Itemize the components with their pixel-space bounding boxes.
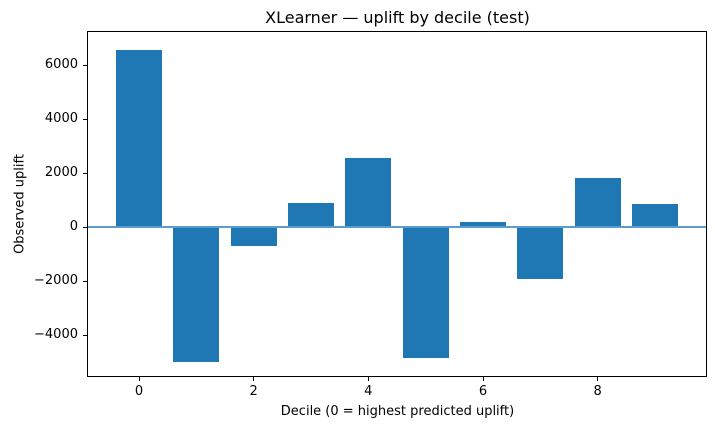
- x-tick-mark-2: [253, 377, 255, 381]
- y-tick-label--4000: −4000: [34, 326, 78, 342]
- y-tick-mark-2000: [83, 172, 87, 174]
- x-tick-label-4: 4: [364, 384, 373, 399]
- bar-decile-2: [230, 226, 277, 247]
- y-tick-label-2000: 2000: [44, 164, 78, 180]
- x-axis-label: Decile (0 = highest predicted uplift): [280, 404, 515, 419]
- y-tick-label-0: 0: [69, 218, 78, 234]
- x-tick-mark-0: [138, 377, 140, 381]
- y-tick-label-6000: 6000: [44, 57, 78, 72]
- y-tick-mark--2000: [83, 280, 87, 282]
- bar-decile-0: [116, 50, 162, 227]
- x-tick-label-8: 8: [593, 384, 602, 399]
- bar-decile-3: [288, 202, 334, 227]
- x-tick-mark-8: [597, 377, 599, 381]
- x-tick-label-0: 0: [134, 384, 144, 399]
- bar-decile-5: [402, 226, 449, 358]
- x-tick-mark-6: [482, 377, 484, 381]
- y-tick-mark-4000: [83, 119, 87, 120]
- plot-area: [87, 31, 707, 377]
- y-tick-mark--4000: [83, 334, 87, 336]
- bar-decile-9: [632, 204, 678, 227]
- x-tick-mark-4: [367, 377, 369, 381]
- bar-decile-8: [574, 178, 621, 227]
- y-tick-label--2000: −2000: [34, 272, 78, 288]
- zero-reference-line: [88, 226, 706, 228]
- chart-title: XLearner — uplift by decile (test): [265, 8, 530, 27]
- x-tick-label-2: 2: [249, 384, 258, 399]
- y-tick-mark-6000: [83, 65, 87, 66]
- y-tick-mark-0: [83, 226, 87, 228]
- bar-decile-6: [460, 221, 506, 227]
- x-tick-label-6: 6: [478, 384, 488, 399]
- bar-decile-4: [345, 158, 392, 227]
- y-tick-label-4000: 4000: [44, 111, 78, 126]
- bar-decile-1: [173, 226, 220, 362]
- bar-decile-7: [517, 226, 564, 279]
